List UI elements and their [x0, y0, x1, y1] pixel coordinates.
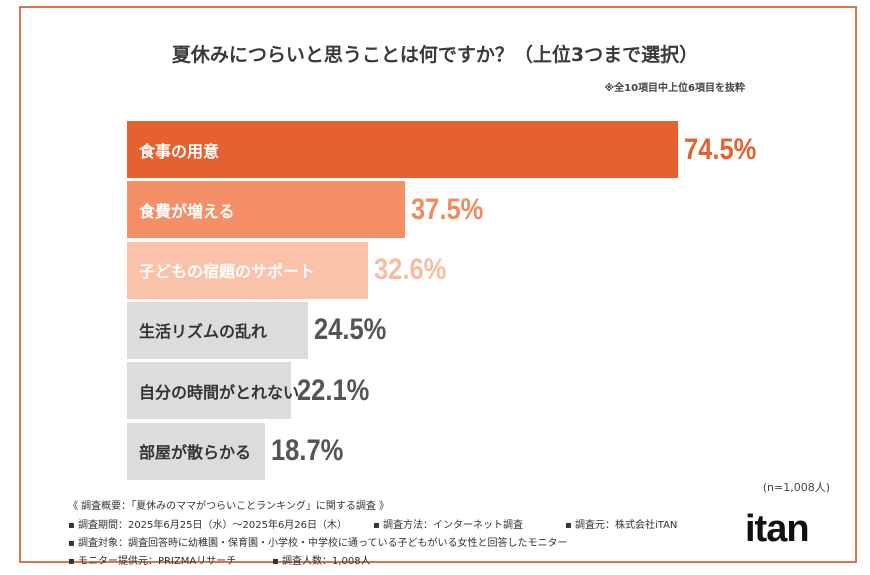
bar: 部屋が散らかる — [127, 422, 266, 480]
bar: 食事の用意 — [127, 121, 679, 178]
monitor-provider: ▪ モニター提供元：PRIZMAリサーチ — [68, 556, 237, 567]
bar-label: 自分の時間がとれない — [139, 382, 300, 402]
survey-overview: 《 調査概要：「夏休みのママがつらいことランキング」に関する調査 》 — [68, 501, 390, 512]
value-label: 74.5% — [684, 132, 757, 166]
bar: 子どもの宿題のサポート — [127, 241, 369, 299]
bar: 自分の時間がとれない — [127, 362, 299, 420]
bar-label: 生活リズムの乱れ — [139, 322, 268, 342]
bar-label: 子どもの宿題のサポート — [139, 262, 316, 282]
bar: 生活リズムの乱れ — [127, 301, 309, 359]
frame-border — [19, 6, 857, 563]
itan-logo: itan — [745, 508, 810, 550]
bar-label: 部屋が散らかる — [139, 443, 252, 462]
bar-label: 食事の用意 — [139, 141, 220, 161]
value-label: 22.1% — [296, 373, 369, 407]
survey-count: ▪ 調査人数：1,008人 — [272, 556, 371, 567]
survey-period: ▪ 調査期間：2025年6月25日（水）～2025年6月26日（木） — [68, 520, 348, 531]
chart-title: 夏休みにつらいと思うことは何ですか？（上位3つまで選択） — [171, 44, 699, 66]
sample-size: (n=1,008人) — [762, 481, 830, 494]
survey-target: ▪ 調査対象：調査回答時に幼稚園・保育園・小学校・中学校に通っている子どもがいる… — [68, 538, 568, 549]
survey-method: ▪ 調査方法：インターネット調査 — [373, 520, 523, 531]
bar: 食費が増える — [127, 181, 405, 239]
value-label: 18.7% — [271, 434, 344, 467]
value-label: 24.5% — [314, 313, 387, 347]
chart-note: ※全10項目中上位6項目を抜粋 — [604, 83, 745, 94]
value-label: 37.5% — [410, 192, 483, 226]
value-label: 32.6% — [374, 253, 447, 287]
bar-label: 食費が増える — [139, 201, 235, 221]
survey-source: ▪ 調査元：株式会社iTAN — [565, 520, 678, 531]
